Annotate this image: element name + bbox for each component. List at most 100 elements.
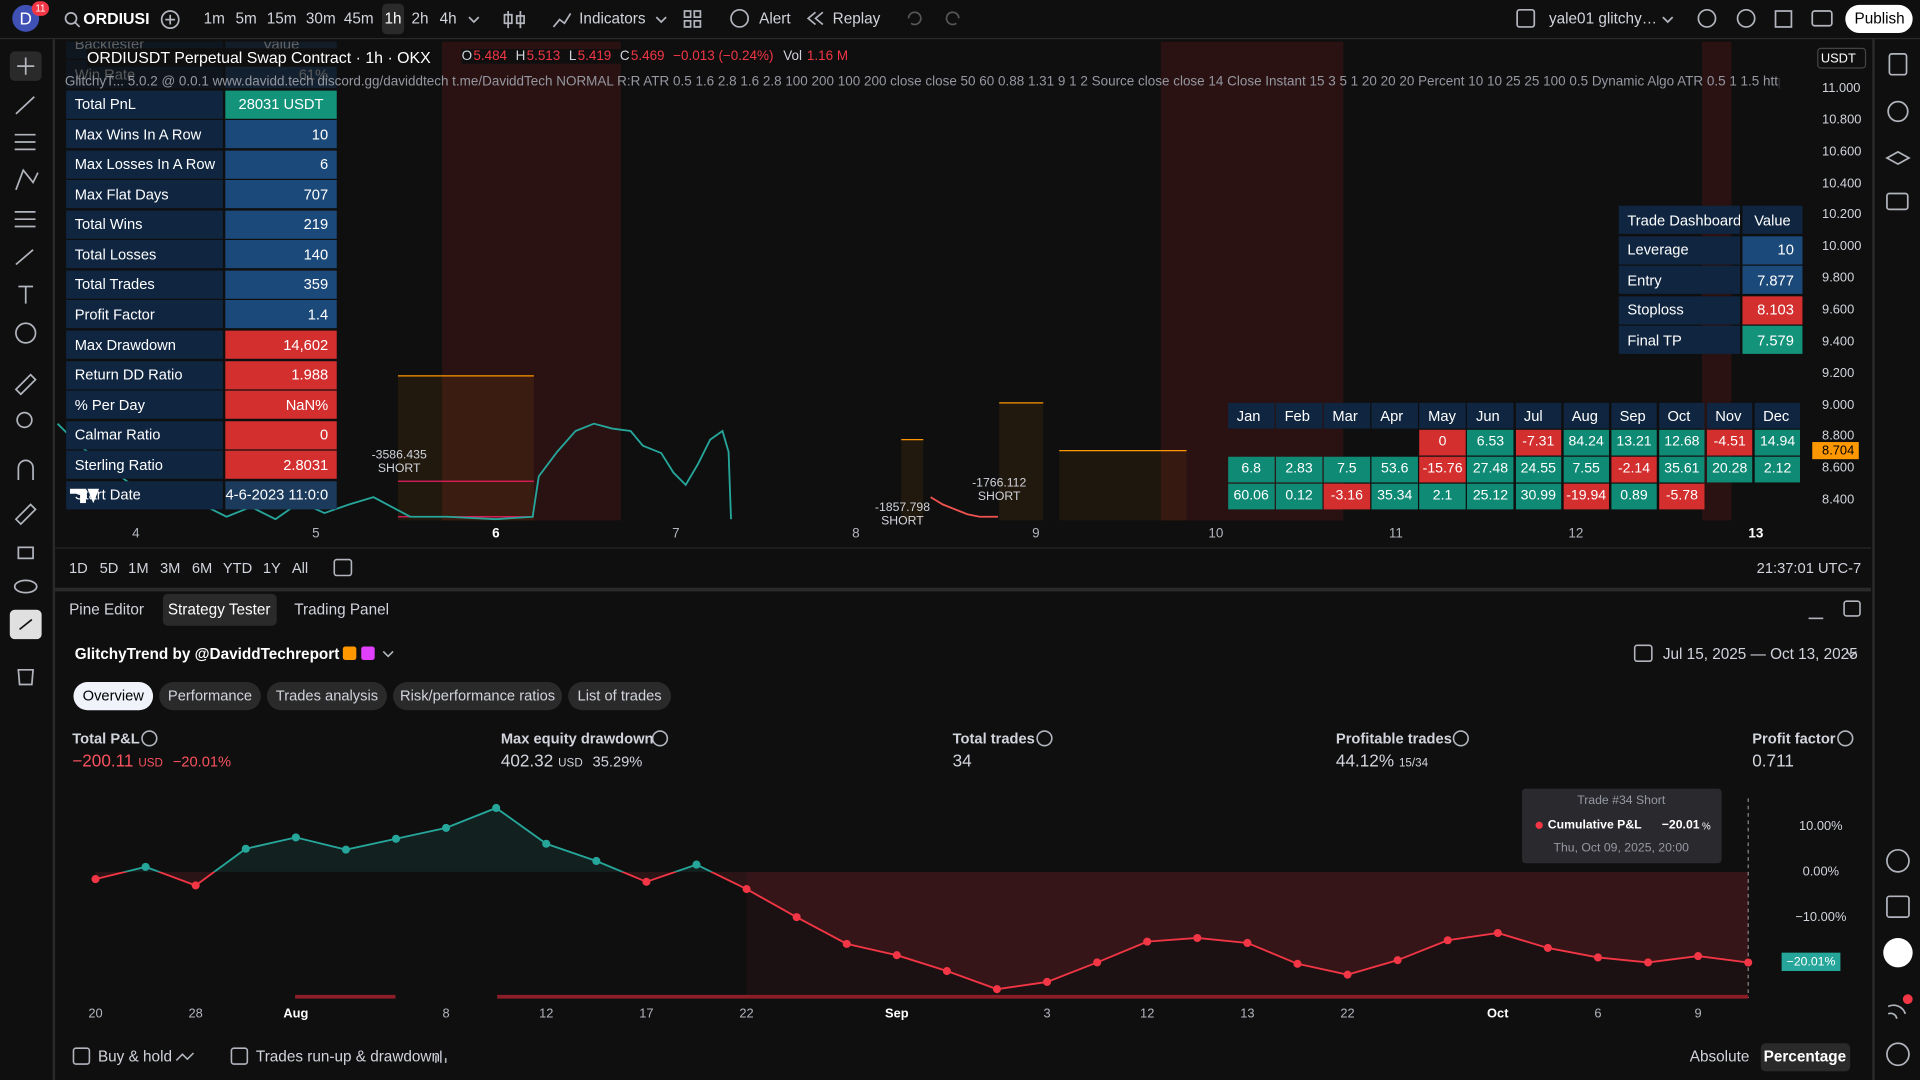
range-button[interactable]: 3M — [159, 559, 181, 577]
equity-point — [1093, 958, 1102, 967]
backtester-value: 4-6-2023 11:0:0 — [225, 480, 337, 510]
range-button[interactable]: 1M — [128, 559, 149, 577]
metric-sub: 35.29% — [592, 753, 643, 771]
timeframe[interactable]: 4h — [439, 9, 457, 27]
timeframe[interactable]: 2h — [411, 9, 429, 27]
trade-pnl: -1766.112 — [972, 476, 1027, 491]
range-divider — [55, 547, 1872, 549]
monthly-return: 60.06 — [1228, 483, 1275, 509]
runup-toggle[interactable]: Trades run-up & drawdown — [255, 1048, 440, 1066]
monthly-return: -7.31 — [1515, 429, 1562, 455]
drawdown-bg — [746, 871, 1749, 998]
backtester-value: 6 — [225, 150, 337, 179]
report-tab-bg[interactable] — [568, 682, 672, 711]
symbol[interactable]: ORDIUSI — [83, 9, 150, 28]
monthly-return: 2.1 — [1419, 483, 1466, 509]
metric-row: −200.11 USD −20.01% — [72, 751, 231, 771]
ohlc-value: 5.484 — [473, 48, 508, 64]
timeframe[interactable]: 1m — [203, 9, 225, 27]
timeframe[interactable]: 45m — [343, 9, 374, 27]
equity-point — [442, 823, 451, 832]
x-tick-label: 20 — [88, 1006, 103, 1022]
month-header: Jun — [1467, 402, 1514, 429]
time-label: 12 — [1568, 526, 1584, 542]
buy-hold-toggle[interactable]: Buy & hold — [97, 1048, 173, 1066]
range-button[interactable]: All — [291, 559, 309, 577]
time-label: 10 — [1208, 526, 1224, 542]
monthly-return: 6.8 — [1228, 456, 1275, 482]
equity-point — [1644, 958, 1653, 967]
date-range[interactable]: Jul 15, 2025 — Oct 13, 2025 — [1662, 645, 1858, 663]
timeframe[interactable]: 1h — [384, 9, 402, 27]
report-icon — [361, 646, 375, 660]
publish-bg — [1845, 4, 1913, 34]
backtester-label: Return DD Ratio — [66, 360, 223, 389]
month-header: Jan — [1228, 402, 1275, 429]
account-name[interactable]: yale01 glitchy… — [1548, 9, 1658, 27]
x-tick-label: 12 — [539, 1006, 554, 1022]
tooltip-dot — [1535, 821, 1543, 829]
equity-point — [91, 875, 100, 884]
price-label: 10.200 — [1822, 207, 1862, 223]
time-label: 5 — [312, 526, 320, 542]
percentage-button[interactable]: Percentage — [1763, 1048, 1847, 1066]
publish-button[interactable]: Publish — [1854, 9, 1905, 27]
time-label: 11 — [1388, 526, 1403, 542]
backtester-label: Profit Factor — [66, 300, 223, 329]
equity-point — [742, 885, 751, 894]
price-label: 10.400 — [1822, 175, 1862, 191]
monthly-return: 35.34 — [1371, 483, 1418, 509]
last-value-bg — [1781, 952, 1841, 972]
absolute-button[interactable]: Absolute — [1689, 1048, 1750, 1066]
price-label: 9.000 — [1822, 397, 1855, 413]
metric-label: Profit factor — [1752, 729, 1836, 747]
price-label: 10.600 — [1822, 144, 1862, 159]
month-header: Sep — [1611, 402, 1658, 429]
month-header: May — [1419, 402, 1466, 429]
metric-value: 34 — [952, 750, 972, 771]
equity-point — [592, 856, 601, 866]
panel-tab[interactable]: Pine Editor — [69, 601, 144, 619]
month-header: Apr — [1371, 402, 1418, 429]
report-tab-bg[interactable] — [73, 682, 154, 711]
range-button[interactable]: 6M — [191, 559, 213, 577]
time-label: 4 — [132, 526, 140, 542]
panel-tab[interactable]: Trading Panel — [294, 601, 390, 619]
usdt-button[interactable] — [1817, 47, 1867, 69]
report-tab-bg[interactable] — [266, 682, 387, 711]
timeframe[interactable]: 5m — [235, 9, 257, 27]
backtester-label: Sterling Ratio — [66, 450, 223, 480]
backtester-value: 0 — [225, 420, 337, 449]
replay-button[interactable]: Replay — [832, 9, 881, 27]
monthly-return: 0.12 — [1276, 483, 1323, 509]
range-button[interactable]: YTD — [222, 559, 253, 577]
indicators-button[interactable]: Indicators — [579, 9, 646, 27]
report-tab[interactable]: Overview — [82, 686, 144, 705]
backtester-value: 219 — [225, 210, 337, 239]
report-tab[interactable]: Performance — [167, 686, 253, 705]
timeframe[interactable]: 30m — [305, 9, 336, 27]
timeframe[interactable]: 15m — [266, 9, 297, 27]
x-tick-label: 6 — [1594, 1006, 1602, 1022]
alert-button[interactable]: Alert — [759, 9, 791, 27]
volume: 1.16 M — [806, 48, 849, 64]
backtester-value: 14,602 — [225, 330, 337, 359]
percentage-bg[interactable] — [1760, 1043, 1851, 1072]
metric-label: Profitable trades — [1335, 729, 1452, 747]
chart-pane[interactable]: Backtester Value Win Rate 61% Total PnL 28031… — [55, 41, 1872, 548]
y-tick-label: 0.00% — [1802, 864, 1840, 880]
equity-point — [1543, 943, 1552, 952]
backtester-value: 28031 USDT — [225, 90, 337, 119]
report-tab[interactable]: Risk/performance ratios — [399, 686, 556, 705]
range-button[interactable]: 5D — [99, 559, 119, 577]
range-button[interactable]: 1D — [68, 559, 88, 577]
metric-label: Total trades — [952, 729, 1035, 747]
price-label: 11.000 — [1822, 80, 1861, 96]
panel-tab[interactable]: Strategy Tester — [167, 601, 271, 619]
report-tab-bg[interactable] — [159, 682, 261, 711]
report-tab[interactable]: Trades analysis — [275, 686, 379, 705]
report-tab[interactable]: List of trades — [577, 686, 662, 705]
metric-row: 402.32 USD 35.29% — [501, 751, 643, 771]
report-tab-bg[interactable] — [393, 682, 563, 711]
range-button[interactable]: 1Y — [262, 559, 281, 577]
